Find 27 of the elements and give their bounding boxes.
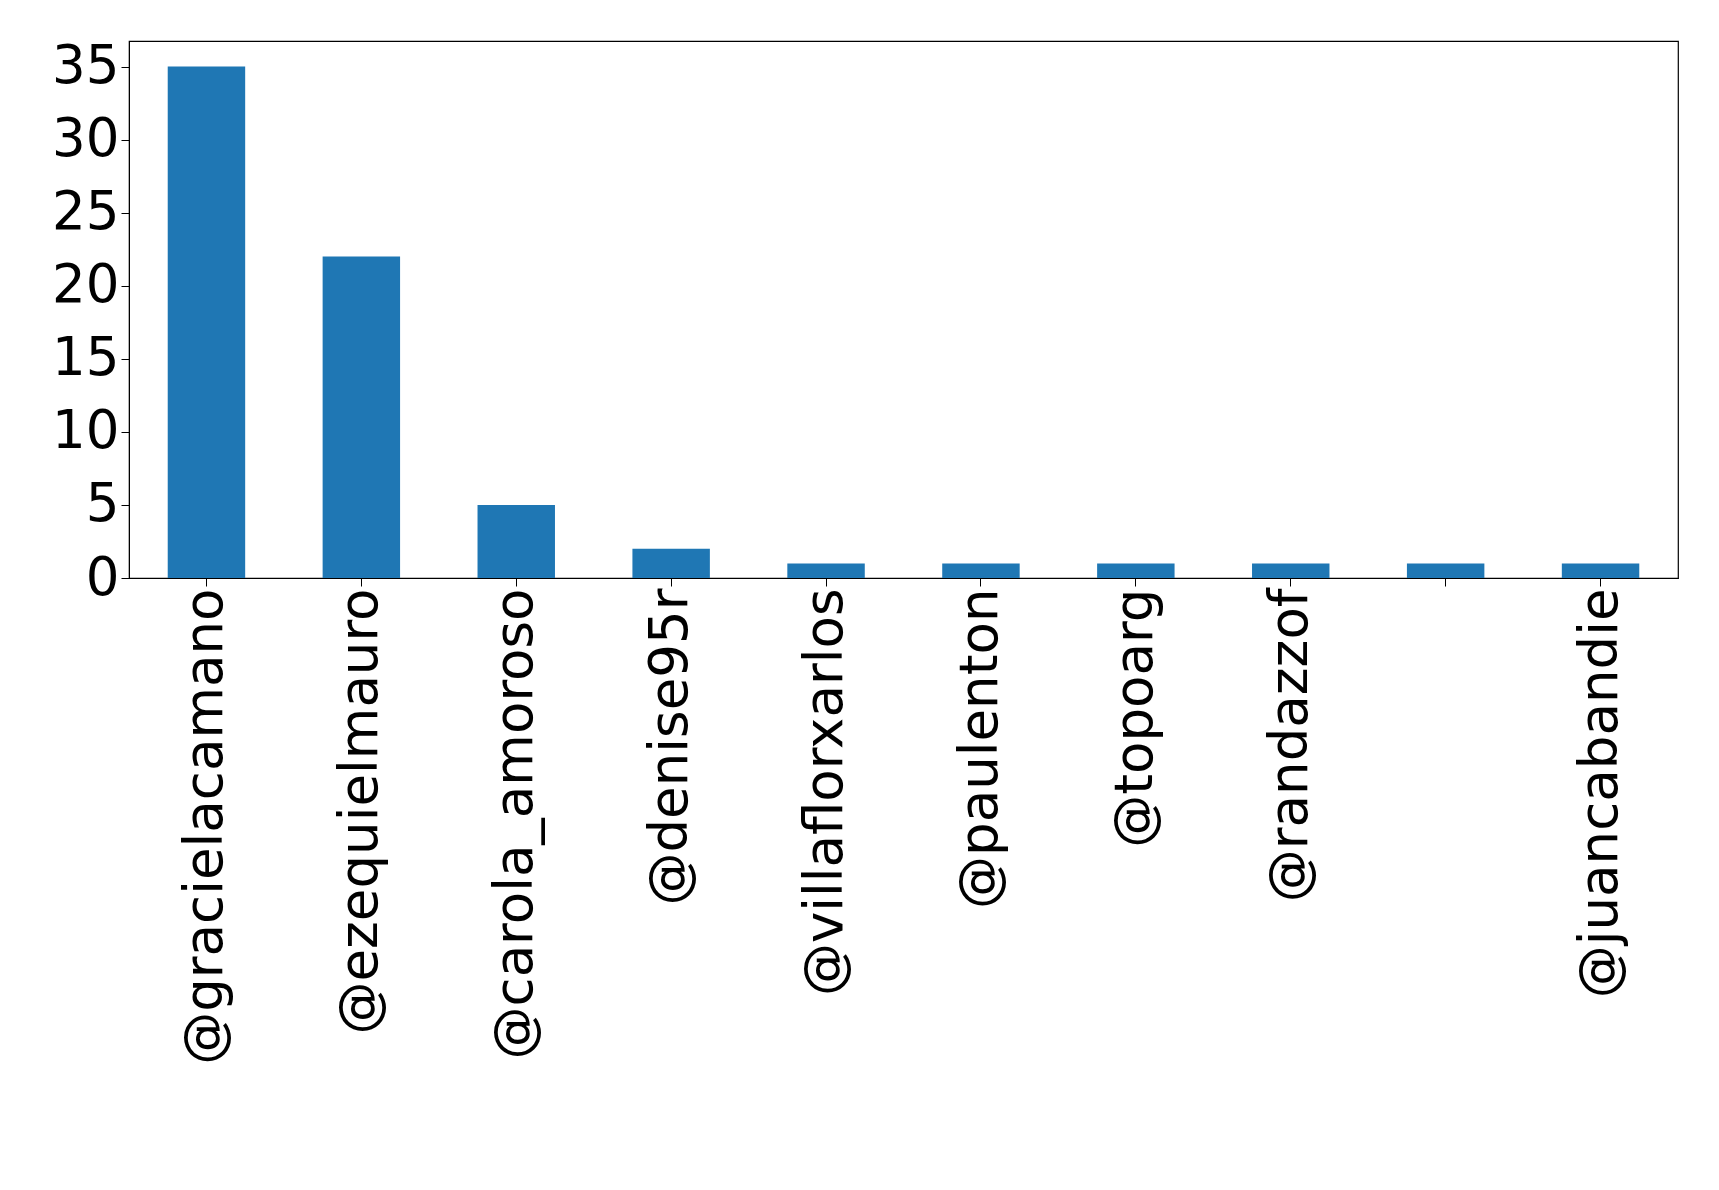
x-tick-label: @denise95r [638, 588, 700, 906]
bar [632, 548, 710, 578]
bar [1406, 563, 1485, 578]
x-tick-label: @carola_amoroso [483, 588, 546, 1060]
y-tick-label: 25 [52, 180, 120, 242]
bar [1252, 563, 1330, 578]
bar [167, 66, 246, 578]
bar [1561, 563, 1640, 578]
y-tick-label: 5 [85, 472, 120, 534]
x-tick-label: @gracielacamano [173, 588, 235, 1065]
bar [477, 504, 555, 578]
x-tick-label: @juancabandie [1567, 588, 1629, 999]
bar [322, 256, 401, 578]
y-tick-label: 15 [52, 326, 120, 388]
x-tick-label: @topoarg [1102, 588, 1164, 848]
bar [942, 563, 1020, 578]
y-tick-label: 0 [85, 545, 120, 607]
y-tick-label: 20 [52, 253, 120, 315]
y-tick-label: 30 [52, 107, 120, 169]
y-tick-label: 35 [52, 34, 120, 96]
x-tick-label: @villaflorxarlos [793, 588, 855, 997]
y-tick-label: 10 [52, 399, 120, 461]
bar [787, 563, 865, 578]
x-tick-label: @randazzof [1257, 587, 1319, 903]
x-tick-label: @ezequielmauro [328, 588, 390, 1035]
bar [1097, 563, 1175, 578]
x-tick-label: @paulenton [947, 588, 1009, 909]
